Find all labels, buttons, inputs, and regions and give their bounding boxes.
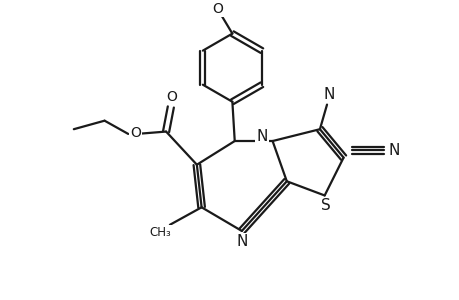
Text: N: N: [388, 143, 399, 158]
Text: O: O: [130, 126, 141, 140]
Text: O: O: [211, 2, 222, 16]
Text: N: N: [235, 234, 247, 249]
Text: S: S: [320, 198, 330, 213]
Text: N: N: [323, 87, 334, 102]
Text: CH₃: CH₃: [149, 226, 171, 239]
Text: O: O: [166, 89, 177, 103]
Text: N: N: [256, 129, 267, 144]
